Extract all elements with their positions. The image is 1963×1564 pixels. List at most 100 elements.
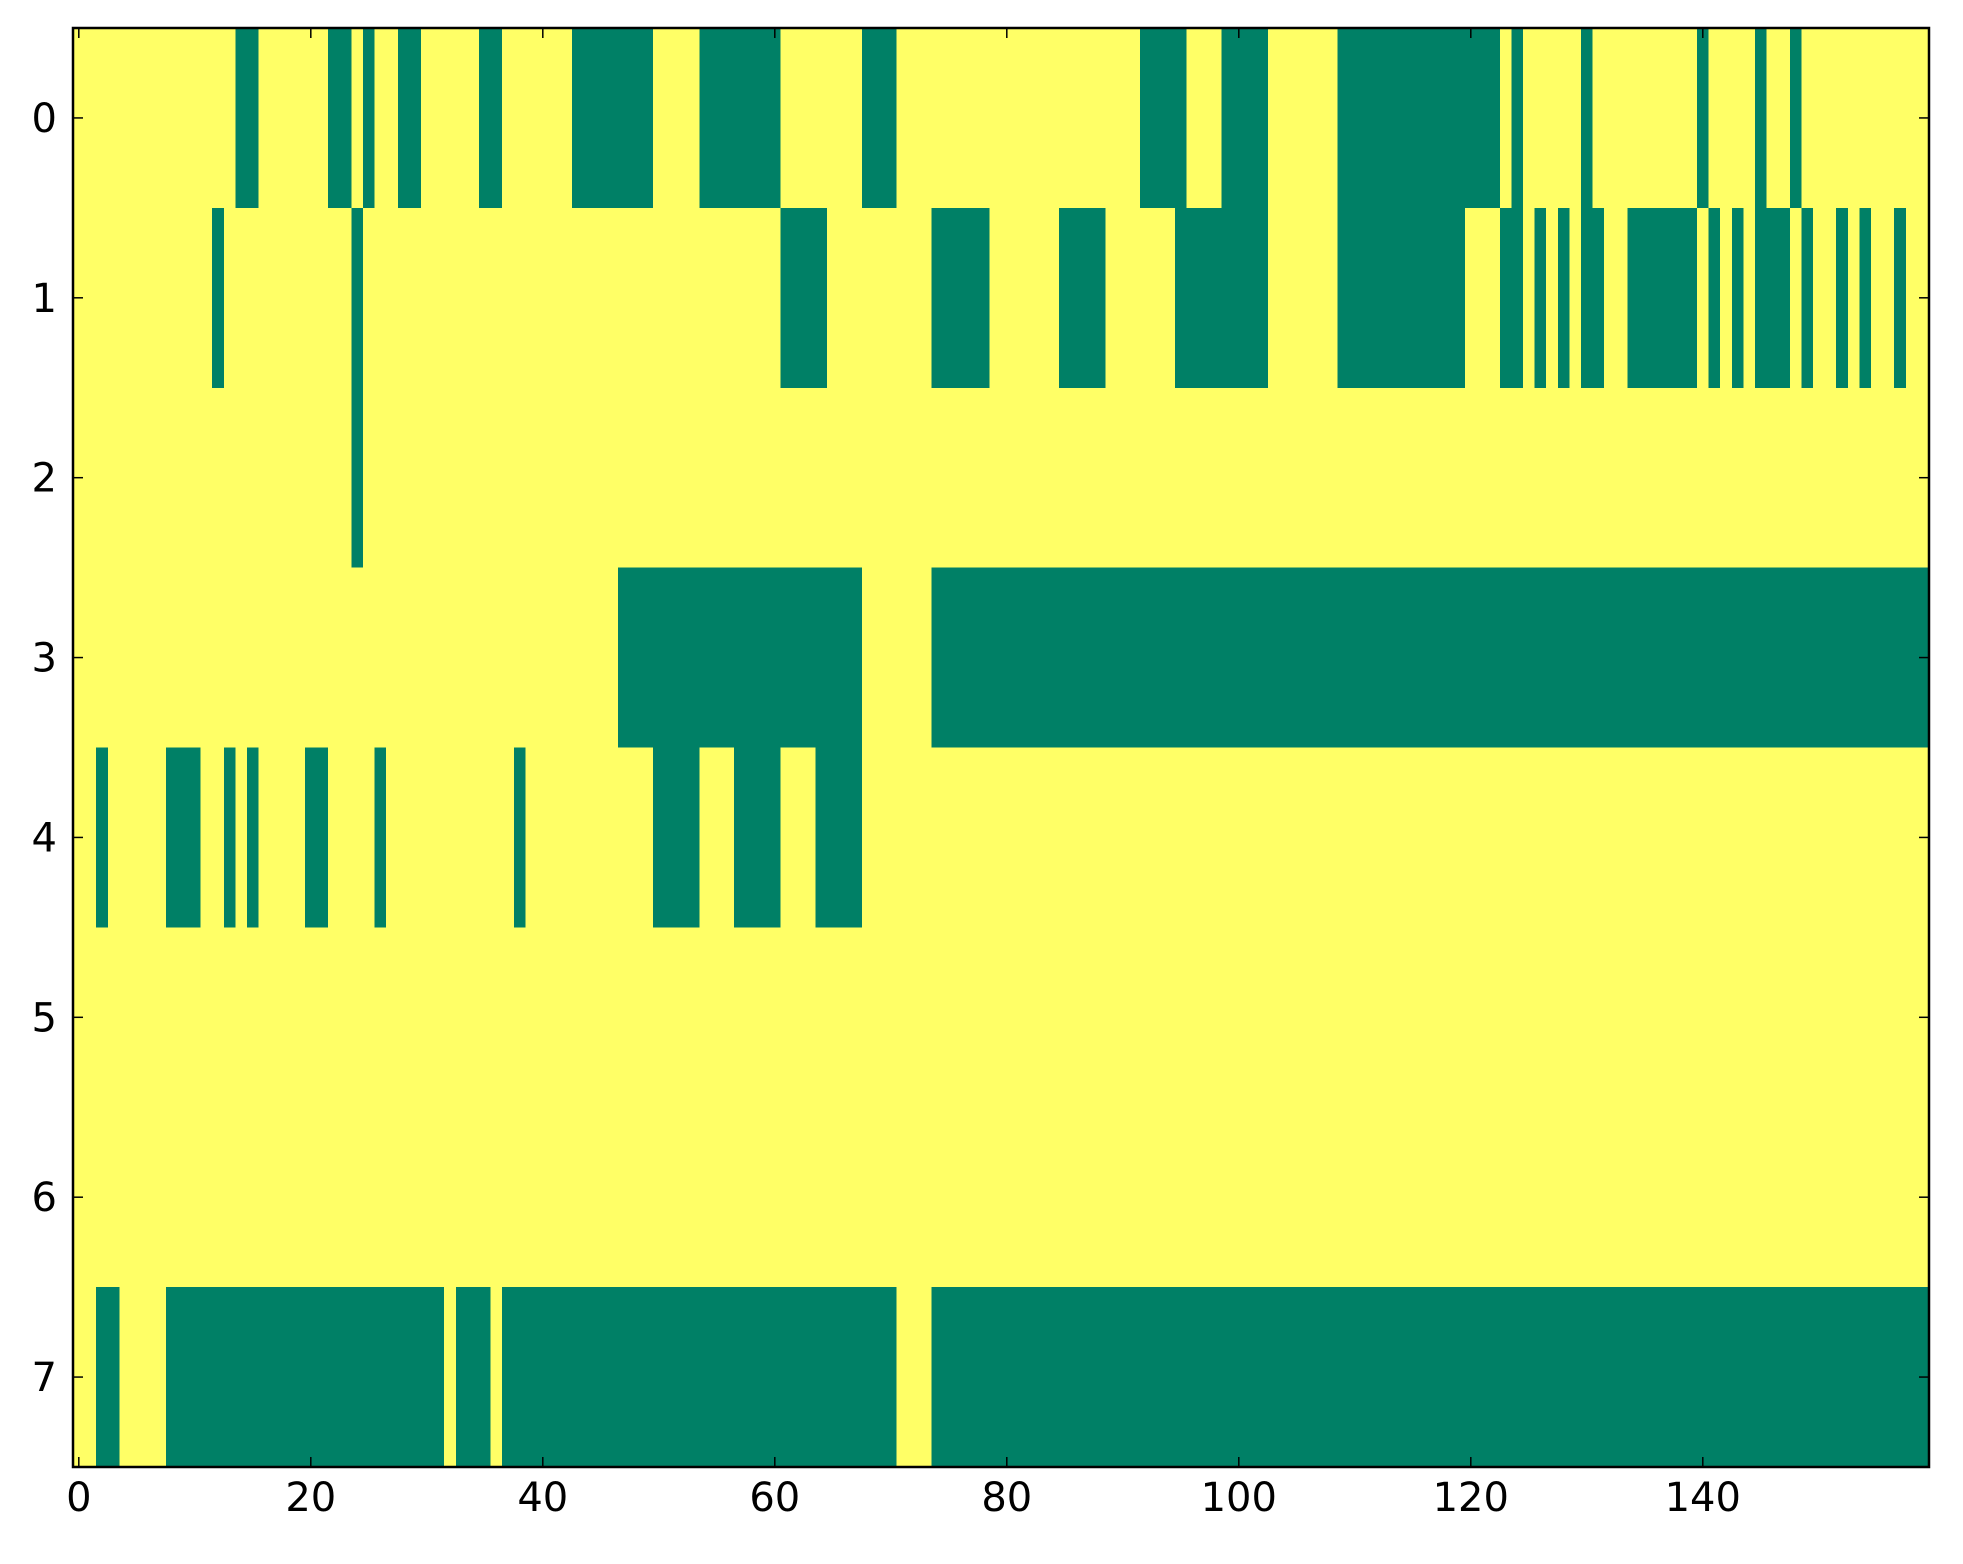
cell <box>1093 747 1106 928</box>
cell <box>1012 747 1025 928</box>
cell <box>1128 927 1141 1108</box>
cell <box>1557 207 1570 389</box>
y-tick-label: 4 <box>32 815 57 861</box>
cell <box>1569 567 1582 749</box>
cell <box>223 747 236 928</box>
cell <box>664 927 677 1108</box>
cell <box>943 927 956 1108</box>
cell <box>1592 567 1605 749</box>
cell <box>1186 567 1199 749</box>
cell <box>131 927 144 1108</box>
cell <box>966 28 979 209</box>
cell <box>1871 207 1884 389</box>
cell <box>560 1287 573 1468</box>
cell <box>711 567 724 749</box>
cell <box>363 747 376 928</box>
cell <box>1163 1287 1176 1468</box>
cell <box>722 567 735 749</box>
cell <box>212 927 225 1108</box>
cell <box>490 387 503 569</box>
cell <box>223 1107 236 1288</box>
cell <box>595 207 608 389</box>
cell <box>1534 1287 1547 1468</box>
cell <box>1697 927 1710 1108</box>
y-tick-label: 2 <box>32 456 57 502</box>
cell <box>537 207 550 389</box>
cell <box>745 927 758 1108</box>
cell <box>363 567 376 749</box>
cell <box>687 747 700 928</box>
cell <box>1720 28 1733 209</box>
cell <box>281 207 294 389</box>
cell <box>107 387 120 569</box>
cell <box>1557 1107 1570 1288</box>
cell <box>374 747 387 928</box>
cell <box>1789 927 1802 1108</box>
cell <box>247 1287 260 1468</box>
cell <box>1581 1287 1594 1468</box>
cell <box>931 567 944 749</box>
cell <box>1871 927 1884 1108</box>
cell <box>1546 927 1559 1108</box>
cell <box>1615 387 1628 569</box>
cell <box>931 28 944 209</box>
x-tick-label: 100 <box>1201 1475 1277 1521</box>
cell <box>107 747 120 928</box>
cell <box>1639 567 1652 749</box>
cell <box>1662 28 1675 209</box>
cell <box>1035 567 1048 749</box>
cell <box>363 927 376 1108</box>
cell <box>200 1287 213 1468</box>
cell <box>1059 1107 1072 1288</box>
cell <box>258 747 271 928</box>
cell <box>1059 567 1072 749</box>
cell <box>316 207 329 389</box>
cell <box>467 207 480 389</box>
cell <box>84 927 97 1108</box>
cell <box>1836 28 1849 209</box>
cell <box>1418 747 1431 928</box>
cell <box>1557 387 1570 569</box>
cell <box>1325 28 1338 209</box>
cell <box>850 387 863 569</box>
cell <box>1151 28 1164 209</box>
cell <box>189 28 202 209</box>
cell <box>1233 28 1246 209</box>
cell <box>977 1107 990 1288</box>
cell <box>293 387 306 569</box>
cell <box>560 567 573 749</box>
cell <box>1789 567 1802 749</box>
cell <box>107 927 120 1108</box>
cell <box>1453 1107 1466 1288</box>
cell <box>525 207 538 389</box>
cell <box>1035 28 1048 209</box>
cell <box>908 207 921 389</box>
cell <box>525 28 538 209</box>
cell <box>1221 1107 1234 1288</box>
cell <box>780 28 793 209</box>
cell <box>815 28 828 209</box>
cell <box>316 28 329 209</box>
cell <box>1383 207 1396 389</box>
cell <box>165 28 178 209</box>
cell <box>1720 207 1733 389</box>
cell <box>363 207 376 389</box>
cell <box>363 387 376 569</box>
cell <box>1766 747 1779 928</box>
cell <box>96 1287 109 1468</box>
cell <box>1813 387 1826 569</box>
cell <box>223 1287 236 1468</box>
cell <box>351 1287 364 1468</box>
cell <box>339 1107 352 1288</box>
cell <box>1372 28 1385 209</box>
cell <box>235 567 248 749</box>
cell <box>1291 1287 1304 1468</box>
cell <box>1766 927 1779 1108</box>
cell <box>421 927 434 1108</box>
cell <box>1279 387 1292 569</box>
cell <box>397 207 410 389</box>
cell <box>1395 1107 1408 1288</box>
cell <box>1488 747 1501 928</box>
cell <box>1708 1107 1721 1288</box>
cell <box>1070 927 1083 1108</box>
